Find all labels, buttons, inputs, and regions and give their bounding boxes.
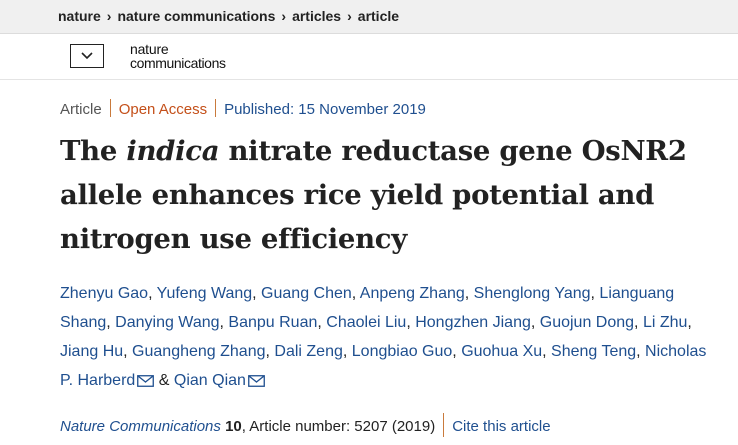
- breadcrumb-bar: nature › nature communications › articles › ar…: [0, 0, 738, 34]
- author-separator: ,: [406, 314, 416, 331]
- meta-divider: [215, 99, 217, 117]
- article-type: Article: [60, 101, 102, 118]
- author-separator: ,: [317, 314, 327, 331]
- logo-line-1: nature: [130, 41, 169, 57]
- article-title: The indica nitrate reductase gene OsNR2 …: [60, 129, 700, 261]
- author-separator: ,: [464, 285, 474, 302]
- chevron-right-icon: ›: [106, 8, 112, 24]
- logo-line-2: communications: [130, 55, 226, 71]
- author-link[interactable]: Longbiao Guo: [351, 343, 453, 360]
- author-separator: ,: [452, 343, 462, 360]
- volume-number: 10: [225, 418, 242, 435]
- author-link[interactable]: Guangheng Zhang: [132, 343, 266, 360]
- meta-divider: [109, 99, 111, 117]
- mail-icon[interactable]: [137, 368, 155, 397]
- breadcrumb-item-nature[interactable]: nature: [58, 8, 101, 24]
- author-link[interactable]: Danying Wang: [115, 314, 220, 331]
- citation-divider: [443, 413, 445, 437]
- author-link[interactable]: Shenglong Yang: [473, 285, 591, 302]
- author-list: Zhenyu Gao, Yufeng Wang, Guang Chen, Anp…: [60, 279, 708, 397]
- author-separator: ,: [252, 285, 262, 302]
- author-link[interactable]: Jiang Hu: [60, 343, 124, 360]
- mail-icon[interactable]: [248, 368, 265, 397]
- journal-name[interactable]: Nature Communications: [60, 418, 221, 435]
- author-separator: ,: [542, 343, 552, 360]
- author-separator: ,: [265, 343, 275, 360]
- journal-logo[interactable]: nature communications: [130, 42, 226, 70]
- author-separator: ,: [530, 314, 540, 331]
- published-date: Published: 15 November 2019: [224, 101, 426, 118]
- author-separator: ,: [219, 314, 229, 331]
- menu-toggle-button[interactable]: [70, 44, 104, 68]
- author-link[interactable]: Yufeng Wang: [156, 285, 253, 302]
- author-link[interactable]: Sheng Teng: [551, 343, 637, 360]
- author-separator: ,: [342, 343, 352, 360]
- author-separator: ,: [106, 314, 116, 331]
- author-link[interactable]: Lianguang Shang: [60, 285, 675, 331]
- author-link[interactable]: Anpeng Zhang: [359, 285, 465, 302]
- author-link[interactable]: Guojun Dong: [539, 314, 635, 331]
- author-link[interactable]: Banpu Ruan: [228, 314, 318, 331]
- author-separator: ,: [634, 314, 643, 331]
- title-italic: indica: [126, 135, 220, 167]
- author-link[interactable]: Guang Chen: [261, 285, 352, 302]
- citation-line: Nature Communications 10, Article number…: [60, 413, 551, 437]
- header-divider: [0, 79, 738, 80]
- author-link[interactable]: Dali Zeng: [274, 343, 343, 360]
- title-part-1: The: [60, 135, 127, 167]
- breadcrumb-item-nature-communications[interactable]: nature communications: [117, 8, 276, 24]
- author-link[interactable]: Hongzhen Jiang: [415, 314, 531, 331]
- breadcrumb-item-article: article: [357, 8, 400, 24]
- chevron-down-icon: [81, 52, 93, 60]
- author-separator: ,: [636, 343, 646, 360]
- chevron-right-icon: ›: [281, 8, 287, 24]
- author-separator: ,: [590, 285, 600, 302]
- author-link[interactable]: Nicholas P. Harberd: [60, 343, 707, 389]
- breadcrumb: nature › nature communications › articles › ar…: [58, 8, 399, 24]
- author-link[interactable]: Chaolei Liu: [326, 314, 407, 331]
- author-separator: ,: [148, 285, 157, 302]
- author-joiner: &: [154, 372, 174, 389]
- author-separator: ,: [687, 314, 692, 331]
- author-separator: ,: [351, 285, 360, 302]
- cite-this-article-link[interactable]: Cite this article: [452, 418, 551, 435]
- title-part-2: nitrate reductase gene OsNR2 allele enha…: [60, 135, 687, 255]
- author-separator: ,: [123, 343, 133, 360]
- author-link[interactable]: Li Zhu: [642, 314, 688, 331]
- chevron-right-icon: ›: [347, 8, 352, 24]
- author-link[interactable]: Zhenyu Gao: [60, 285, 149, 302]
- author-link[interactable]: Guohua Xu: [461, 343, 543, 360]
- breadcrumb-item-articles[interactable]: articles: [292, 8, 342, 24]
- open-access-label: Open Access: [118, 101, 208, 118]
- article-number: , Article number: 5207 (2019): [241, 418, 436, 435]
- article-meta: Article Open Access Published: 15 November…: [60, 99, 426, 118]
- author-link[interactable]: Qian Qian: [173, 372, 246, 389]
